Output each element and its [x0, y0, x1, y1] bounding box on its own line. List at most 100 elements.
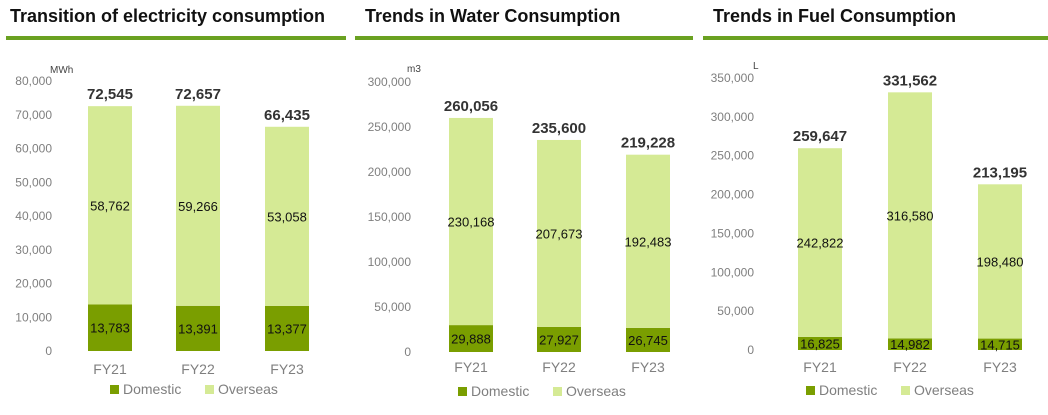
title-rule [6, 36, 346, 40]
y-tick-label: 50,000 [15, 175, 52, 189]
overseas-value-label: 59,266 [178, 199, 218, 214]
overseas-value-label: 192,483 [625, 234, 672, 249]
x-category-label: FY23 [631, 359, 665, 375]
domestic-legend-swatch [458, 387, 467, 396]
y-tick-label: 40,000 [15, 209, 52, 223]
y-tick-label: 300,000 [368, 75, 412, 89]
y-tick-label: 60,000 [15, 142, 52, 156]
y-tick-label: 250,000 [711, 149, 755, 163]
domestic-value-label: 16,825 [800, 336, 840, 351]
overseas-bar-segment [449, 117, 493, 326]
total-value-label: 219,228 [621, 135, 675, 152]
domestic-value-label: 14,715 [980, 337, 1020, 352]
domestic-legend-swatch [806, 386, 815, 395]
title-rule [703, 36, 1048, 40]
overseas-bar-segment [537, 139, 581, 327]
y-tick-label: 70,000 [15, 108, 52, 122]
total-value-label: 331,562 [883, 72, 937, 89]
domestic-legend-label: Domestic [471, 383, 529, 399]
overseas-legend-swatch [553, 387, 562, 396]
total-value-label: 66,435 [264, 107, 310, 124]
y-tick-label: 100,000 [711, 265, 755, 279]
unit-label: L [753, 61, 759, 72]
y-tick-label: 200,000 [711, 188, 755, 202]
overseas-value-label: 242,822 [797, 236, 844, 251]
water-panel: Trends in Water Consumption m3 0 50,000 100… [355, 0, 693, 415]
y-tick-label: 150,000 [711, 226, 755, 240]
domestic-bar-segment [978, 338, 1022, 350]
y-tick-label: 50,000 [374, 300, 411, 314]
domestic-value-label: 13,391 [178, 321, 218, 336]
y-tick-label: 100,000 [368, 255, 412, 269]
y-tick-label: 30,000 [15, 243, 52, 257]
total-value-label: 72,545 [87, 86, 133, 103]
total-value-label: 235,600 [532, 120, 586, 137]
overseas-legend-label: Overseas [218, 381, 278, 397]
overseas-bar-segment [626, 154, 670, 328]
overseas-value-label: 316,580 [887, 208, 934, 223]
panel-title: Trends in Fuel Consumption [713, 6, 956, 26]
domestic-bar-segment [537, 326, 581, 352]
electricity-chart: MWh 0 10,000 20,000 30,000 40,000 50,000 60,000… [15, 65, 310, 397]
x-category-label: FY22 [181, 361, 215, 377]
domestic-legend-swatch [110, 385, 119, 394]
domestic-value-label: 26,745 [628, 333, 668, 348]
y-tick-label: 0 [45, 344, 52, 358]
overseas-value-label: 230,168 [448, 215, 495, 230]
domestic-legend-label: Domestic [123, 381, 181, 397]
overseas-value-label: 53,058 [267, 209, 307, 224]
y-tick-label: 250,000 [368, 120, 412, 134]
water-chart: m3 0 50,000 100,000 150,000 200,000 250,000 300… [368, 64, 676, 399]
x-category-label: FY23 [983, 359, 1017, 375]
x-category-label: FY21 [454, 359, 488, 375]
overseas-bar-segment [265, 126, 309, 306]
unit-label: m3 [407, 64, 421, 75]
unit-label: MWh [50, 65, 73, 76]
y-tick-label: 0 [404, 345, 411, 359]
overseas-bar-segment [798, 148, 842, 337]
domestic-value-label: 27,927 [539, 332, 579, 347]
domestic-bar-segment [888, 338, 932, 350]
overseas-bar-segment [88, 106, 132, 305]
panel-title: Trends in Water Consumption [365, 6, 621, 26]
fuel-chart: L 0 50,000 100,000 150,000 200,000 250,000 300,… [711, 61, 1028, 398]
title-rule [355, 36, 693, 40]
overseas-bar-segment [978, 184, 1022, 339]
panel-title: Transition of electricity consumption [10, 6, 326, 26]
overseas-legend-label: Overseas [566, 383, 626, 399]
y-tick-label: 80,000 [15, 74, 52, 88]
domestic-bar-segment [449, 325, 493, 352]
total-value-label: 259,647 [793, 128, 847, 145]
y-tick-label: 200,000 [368, 165, 412, 179]
x-category-label: FY21 [93, 361, 127, 377]
domestic-bar-segment [626, 327, 670, 352]
overseas-legend-swatch [901, 386, 910, 395]
domestic-bar-segment [265, 305, 309, 351]
x-category-label: FY21 [803, 359, 837, 375]
domestic-value-label: 13,783 [90, 321, 130, 336]
y-tick-label: 50,000 [717, 304, 754, 318]
domestic-bar-segment [798, 336, 842, 350]
y-tick-label: 20,000 [15, 277, 52, 291]
domestic-value-label: 29,888 [451, 332, 491, 347]
fuel-panel: Trends in Fuel Consumption L 0 50,000 100,0… [703, 0, 1048, 415]
x-category-label: FY23 [270, 361, 304, 377]
domestic-bar-segment [176, 305, 220, 351]
domestic-legend-label: Domestic [819, 382, 877, 398]
overseas-value-label: 58,762 [90, 198, 130, 213]
overseas-legend-label: Overseas [914, 382, 974, 398]
y-tick-label: 10,000 [15, 310, 52, 324]
y-tick-label: 0 [747, 343, 754, 357]
overseas-value-label: 198,480 [977, 254, 1024, 269]
total-value-label: 260,056 [444, 98, 498, 115]
total-value-label: 213,195 [973, 164, 1027, 181]
x-category-label: FY22 [542, 359, 576, 375]
overseas-value-label: 207,673 [536, 226, 583, 241]
y-tick-label: 350,000 [711, 71, 755, 85]
x-category-label: FY22 [893, 359, 927, 375]
y-tick-label: 300,000 [711, 110, 755, 124]
total-value-label: 72,657 [175, 86, 221, 103]
overseas-bar-segment [176, 105, 220, 306]
domestic-bar-segment [88, 304, 132, 351]
